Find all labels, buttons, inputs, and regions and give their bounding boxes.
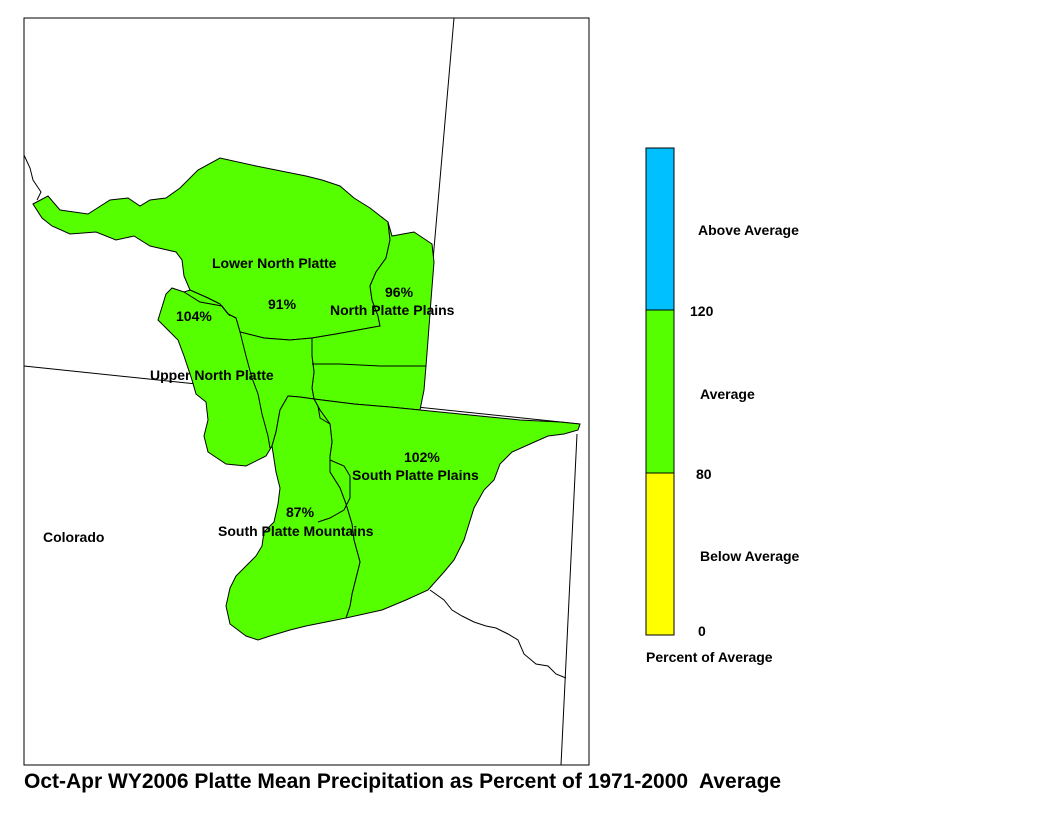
map-title: Oct-Apr WY2006 Platte Mean Precipitation… — [24, 770, 782, 793]
basin-label-south-platte-plains: South Platte Plains — [352, 467, 479, 483]
basin-percent-north-platte-plains: 96% — [385, 284, 414, 300]
river-line-west — [23, 154, 42, 201]
legend-label-average: Average — [700, 386, 755, 402]
legend-label-below-average: Below Average — [700, 548, 800, 564]
state-label: Colorado — [43, 529, 104, 545]
basin-percent-upper-north-platte: 104% — [176, 308, 212, 324]
legend-label-above-average: Above Average — [698, 222, 799, 238]
basin-percent-south-platte-mountains: 87% — [286, 504, 315, 520]
basin-label-lower-north-platte: Lower North Platte — [212, 255, 337, 271]
basin-divide — [317, 405, 331, 425]
legend-swatch-above-average — [645, 147, 675, 311]
legend-break-0: 0 — [698, 623, 706, 639]
basin-divide — [317, 459, 351, 523]
legend: Above Average Average Below Average 120 … — [645, 147, 800, 665]
basin-divide — [239, 331, 271, 449]
legend-swatch-average — [645, 309, 675, 474]
basin-label-upper-north-platte: Upper North Platte — [150, 367, 274, 383]
state-boundary-line — [560, 433, 578, 766]
basin-percent-south-platte-plains: 102% — [404, 449, 440, 465]
river-line-southeast — [429, 589, 567, 679]
legend-title: Percent of Average — [646, 649, 773, 665]
basin-label-north-platte-plains: North Platte Plains — [330, 302, 455, 318]
basin-divide — [183, 291, 231, 317]
legend-break-80: 80 — [696, 466, 712, 482]
basin-label-south-platte-mountains: South Platte Mountains — [218, 523, 374, 539]
legend-break-120: 120 — [690, 303, 714, 319]
legend-swatch-below-average — [645, 472, 675, 636]
basin-percent-lower-north-platte: 91% — [268, 296, 297, 312]
basin-divide — [312, 363, 426, 367]
basin-south-platte-mountains — [225, 395, 361, 641]
